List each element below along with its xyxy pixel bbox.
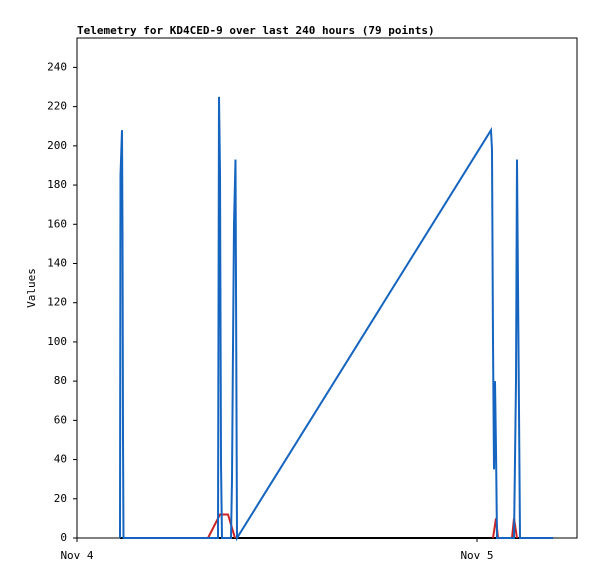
chart-title: Telemetry for KD4CED-9 over last 240 hou… <box>77 24 435 37</box>
plot-frame <box>76 37 578 539</box>
x-tick-label: Nov 4 <box>60 549 93 562</box>
y-tick-label: 240 <box>47 60 67 73</box>
y-tick-label: 40 <box>54 453 67 466</box>
y-tick-label: 100 <box>47 335 67 348</box>
data-line <box>207 513 518 539</box>
data-line <box>119 96 553 542</box>
y-tick-label: 0 <box>60 531 67 544</box>
y-tick-label: 160 <box>47 217 67 230</box>
y-axis-label: Values <box>25 268 38 308</box>
x-tick-label: Nov 5 <box>460 549 493 562</box>
y-tick-label: 120 <box>47 296 67 309</box>
y-tick-label: 20 <box>54 492 67 505</box>
y-tick-label: 60 <box>54 413 67 426</box>
y-tick-label: 140 <box>47 256 67 269</box>
y-tick-label: 220 <box>47 100 67 113</box>
y-tick-label: 180 <box>47 178 67 191</box>
y-tick-label: 200 <box>47 139 67 152</box>
y-tick-label: 80 <box>54 374 67 387</box>
